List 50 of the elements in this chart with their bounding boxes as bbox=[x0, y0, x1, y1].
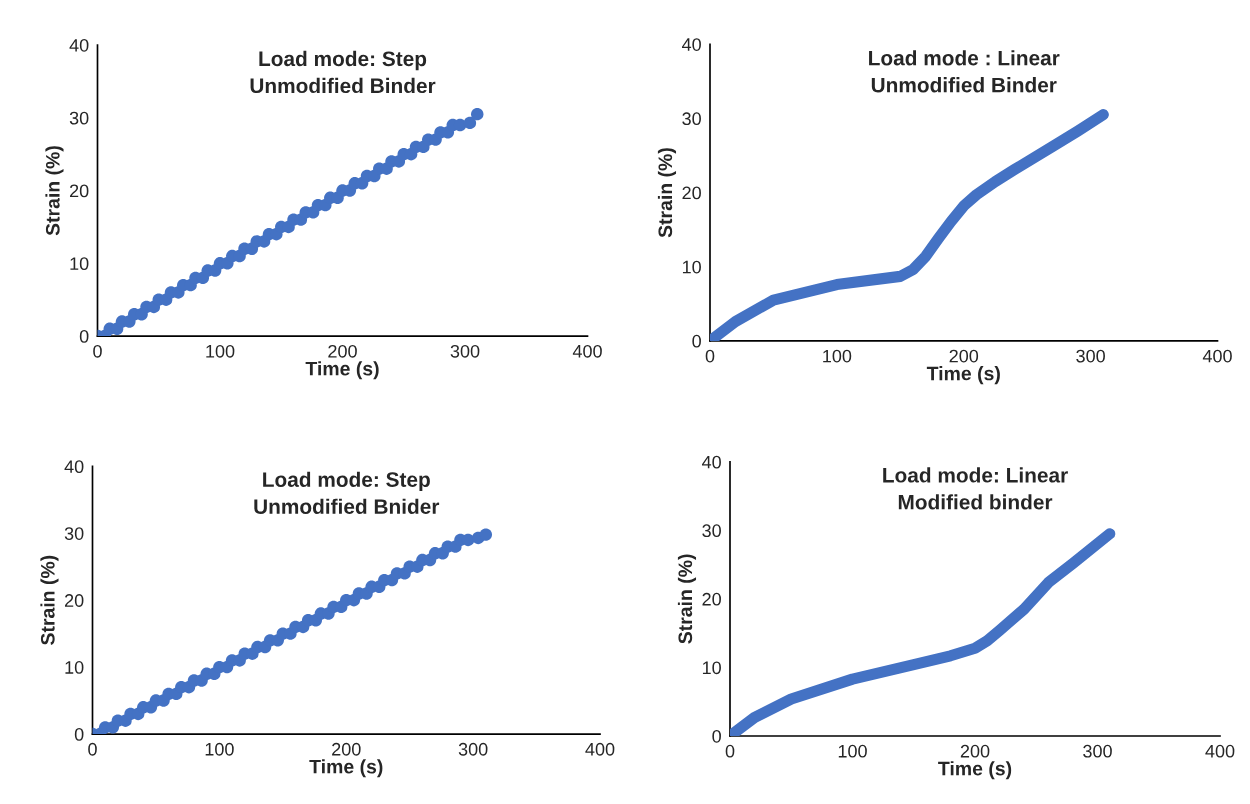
x-tick-label: 200 bbox=[960, 744, 990, 758]
y-tick-label: 0 bbox=[74, 727, 84, 741]
y-tick-label: 30 bbox=[682, 112, 701, 126]
x-tick-label: 400 bbox=[1202, 349, 1232, 363]
x-tick-label: 300 bbox=[458, 742, 488, 756]
text: Load mode: Linear Modified binder bbox=[883, 467, 1068, 510]
x-tick-label: 200 bbox=[949, 349, 979, 363]
y-tick-label: 30 bbox=[64, 527, 84, 540]
x-tick-label: 300 bbox=[1083, 744, 1112, 758]
x-axis-title: Time (s) bbox=[305, 361, 379, 380]
y-tick-label: 20 bbox=[682, 186, 701, 200]
x-tick-label: 300 bbox=[1076, 349, 1105, 363]
x-axis-title: Time (s) bbox=[938, 761, 1012, 780]
x-tick-label: 400 bbox=[572, 344, 602, 358]
y-tick-label: 0 bbox=[692, 334, 701, 348]
y-tick-label: 40 bbox=[702, 455, 721, 469]
y-tick-label: 0 bbox=[712, 729, 721, 743]
y-tick-label: 40 bbox=[69, 38, 89, 52]
x-tick-label: 300 bbox=[450, 344, 480, 358]
y-axis-title: Strain (%) bbox=[677, 554, 697, 644]
y-tick-label: 30 bbox=[69, 111, 89, 125]
x-tick-label: 100 bbox=[205, 742, 234, 756]
text: Load mode: Step Unmodified Bnider bbox=[254, 471, 440, 514]
y-tick-label: 10 bbox=[65, 661, 84, 674]
y-tick-label: 20 bbox=[64, 594, 84, 607]
x-tick-label: 400 bbox=[585, 742, 615, 756]
x-tick-label: 200 bbox=[332, 742, 361, 756]
y-tick-label: 10 bbox=[702, 661, 721, 675]
y-tick-label: 10 bbox=[70, 257, 89, 271]
x-tick-label: 200 bbox=[328, 344, 357, 358]
y-tick-label: 20 bbox=[69, 184, 89, 198]
y-tick-label: 30 bbox=[702, 524, 721, 538]
text: Load mode: Step Unmodified Binder bbox=[250, 50, 436, 94]
y-axis-title: Strain (%) bbox=[40, 555, 59, 645]
x-tick-label: 100 bbox=[206, 344, 235, 358]
y-axis-title: Strain (%) bbox=[657, 148, 677, 238]
y-axis-title: Strain (%) bbox=[45, 146, 64, 236]
x-tick-label: 100 bbox=[823, 349, 852, 363]
text: Load mode : Linear Unmodified Binder bbox=[869, 50, 1060, 93]
x-axis-title: Time (s) bbox=[926, 366, 1000, 385]
y-tick-label: 10 bbox=[682, 260, 701, 274]
x-tick-label: 400 bbox=[1205, 744, 1235, 758]
x-tick-label: 0 bbox=[93, 344, 102, 358]
x-tick-label: 100 bbox=[838, 744, 867, 758]
y-tick-label: 0 bbox=[79, 330, 89, 343]
y-tick-label: 40 bbox=[682, 38, 701, 51]
y-tick-label: 20 bbox=[702, 592, 721, 606]
x-axis-title: Time (s) bbox=[309, 759, 383, 778]
y-tick-label: 40 bbox=[64, 460, 84, 474]
x-tick-label: 0 bbox=[725, 744, 735, 758]
